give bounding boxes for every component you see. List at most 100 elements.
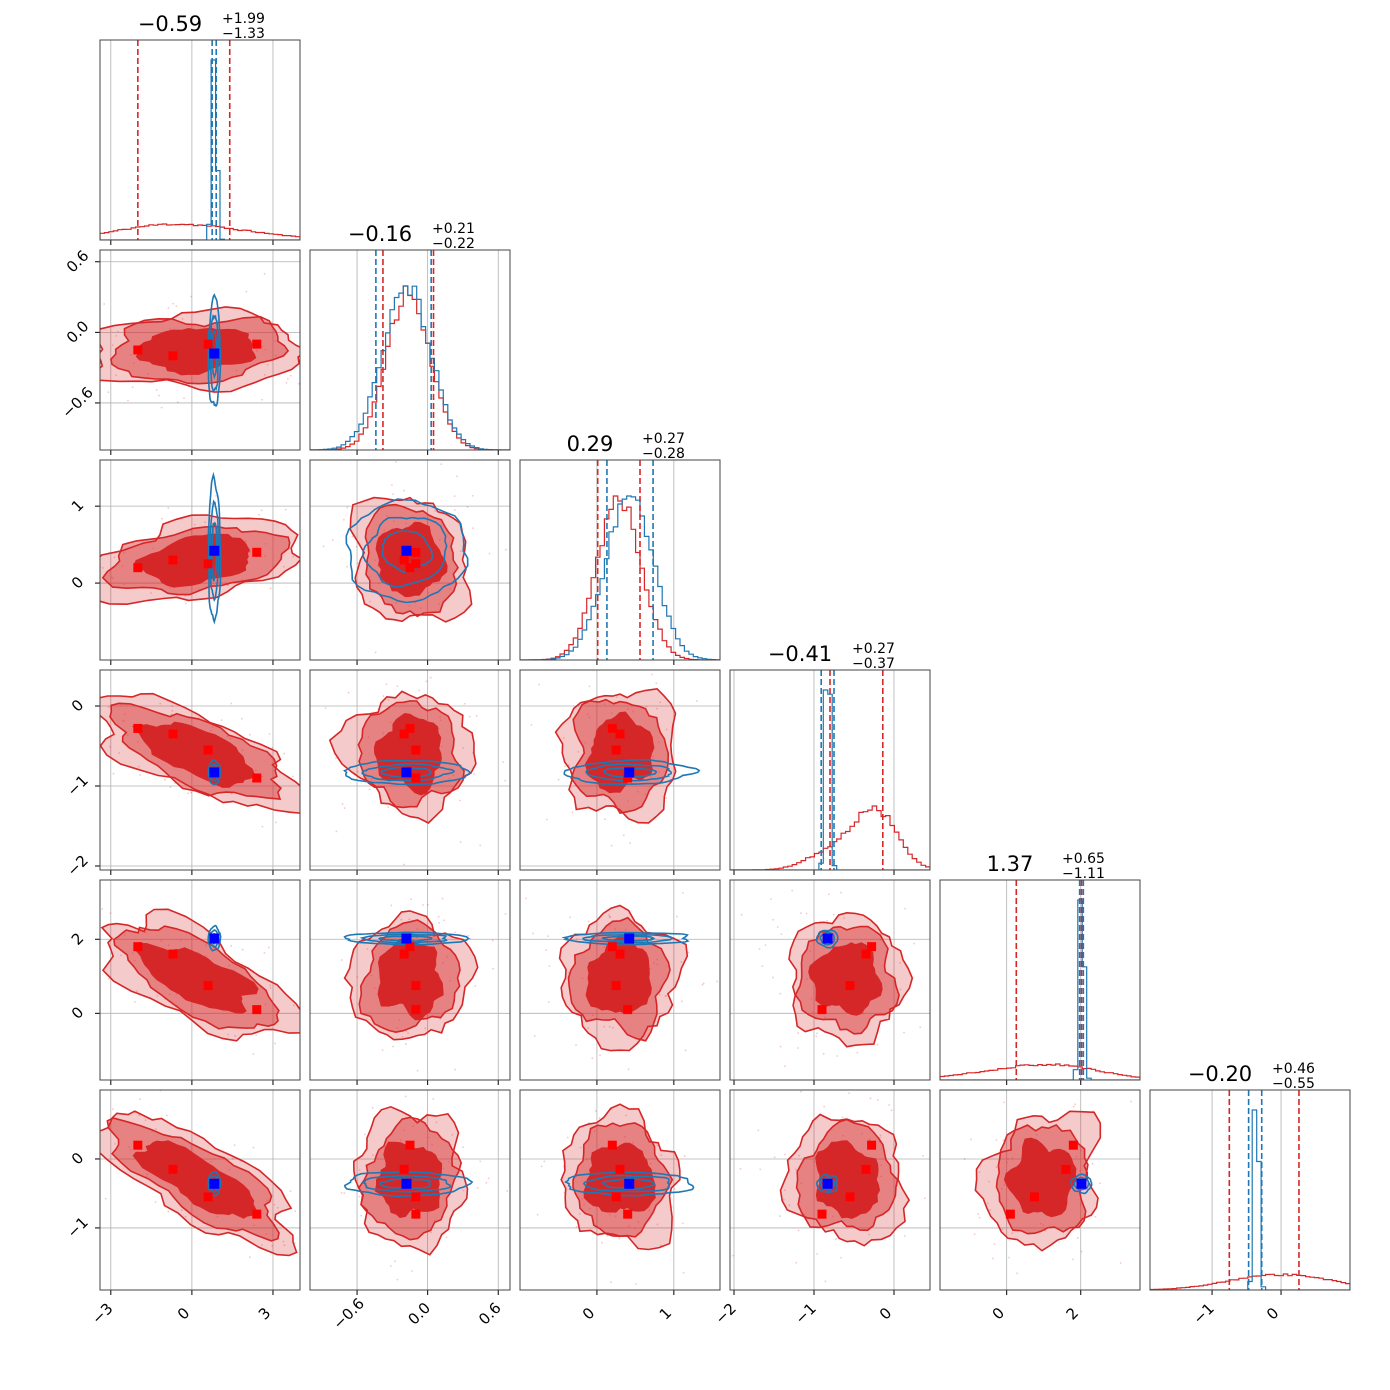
contour-primary [808, 942, 883, 1016]
sample-point-primary [499, 1194, 501, 1196]
truth-marker-primary [399, 1164, 409, 1174]
panel-content [100, 670, 300, 870]
truth-marker-primary [405, 942, 415, 952]
sample-point-primary [682, 1271, 685, 1274]
sample-point-primary [404, 1095, 407, 1098]
sample-point-primary [402, 489, 405, 492]
contour-secondary [563, 758, 701, 786]
sample-point-primary [973, 1233, 976, 1236]
sample-point-primary [1072, 1258, 1074, 1261]
sample-point-primary [547, 935, 549, 937]
panel-frame [99, 459, 301, 661]
sample-point-primary [629, 842, 632, 845]
sample-point-primary [759, 1168, 762, 1171]
sample-point-primary [466, 506, 469, 508]
sample-point-primary [462, 1189, 465, 1192]
sample-point-primary [1079, 1203, 1082, 1206]
panel-content [100, 250, 300, 450]
truth-marker-primary [861, 1164, 871, 1174]
sample-point-primary [424, 1027, 427, 1030]
sample-point-primary [401, 1035, 404, 1038]
sample-point-primary [880, 1175, 883, 1178]
sample-point-primary [610, 1281, 612, 1284]
sample-point-primary [126, 734, 129, 737]
sample-point-primary [364, 1133, 366, 1136]
sample-point-primary [289, 374, 292, 377]
sample-point-primary [608, 1213, 611, 1216]
sample-point-primary [1001, 1228, 1004, 1231]
truth-marker-primary [252, 1209, 262, 1219]
sample-point-primary [655, 682, 658, 685]
panel-title: −0.20 [1188, 1062, 1252, 1086]
sample-point-primary [701, 983, 704, 986]
sample-point-primary [603, 946, 606, 948]
sample-point-primary [197, 951, 200, 954]
sample-point-primary [681, 1222, 684, 1225]
sample-point-primary [381, 1049, 384, 1052]
sample-point-primary [282, 1240, 285, 1243]
sample-point-primary [255, 350, 258, 352]
sample-point-primary [579, 1146, 582, 1149]
histogram-secondary [940, 899, 1140, 1080]
title-minus: −0.55 [1272, 1076, 1315, 1092]
sample-point-primary [123, 719, 126, 722]
contour-secondary [819, 931, 836, 946]
sample-point-primary [453, 495, 456, 498]
sample-point-primary [978, 1216, 981, 1219]
sample-point-primary [373, 559, 376, 562]
sample-point-primary [798, 1154, 801, 1157]
sample-point-primary [63, 1081, 65, 1083]
panel-frame [519, 1089, 721, 1291]
sample-point-primary [134, 1081, 136, 1083]
panel-content [730, 880, 930, 1080]
x-tick-label: 3 [255, 1304, 274, 1323]
sample-point-primary [877, 1099, 879, 1102]
sample-point-primary [374, 651, 377, 654]
sample-point-primary [408, 918, 411, 921]
sample-point-primary [1007, 1158, 1009, 1160]
sample-point-primary [356, 770, 359, 773]
sample-point-primary [167, 944, 170, 947]
sample-point-primary [412, 1125, 414, 1128]
sample-point-primary [441, 745, 444, 748]
truth-marker-primary [405, 723, 415, 733]
sample-point-primary [137, 765, 140, 768]
sample-point-primary [229, 737, 232, 740]
sample-point-primary [487, 1177, 490, 1180]
panel-content [310, 1090, 510, 1290]
sample-point-primary [403, 1129, 405, 1132]
sample-point-primary [826, 919, 828, 922]
truth-marker-primary [607, 942, 617, 952]
sample-point-primary [52, 543, 54, 545]
sample-point-primary [91, 932, 93, 934]
sample-point-primary [367, 736, 370, 739]
sample-point-primary [172, 302, 174, 305]
sample-point-primary [181, 317, 184, 320]
sample-point-primary [152, 547, 155, 550]
sample-point-primary [657, 741, 660, 744]
sample-point-primary [799, 912, 802, 915]
truth-marker-primary [611, 981, 621, 991]
sample-point-primary [179, 939, 182, 942]
sample-point-primary [659, 1244, 662, 1247]
sample-point-primary [340, 959, 343, 961]
sample-point-primary [547, 1001, 550, 1004]
sample-point-primary [648, 1209, 651, 1212]
sample-point-primary [249, 1256, 251, 1259]
x-tick-label: 0 [579, 1304, 598, 1323]
contour-secondary [359, 933, 448, 944]
sample-point-primary [488, 552, 491, 555]
sample-point-primary [625, 1114, 628, 1117]
sample-point-primary [474, 984, 477, 987]
sample-point-primary [532, 932, 535, 935]
sample-point-primary [758, 948, 761, 950]
sample-point-primary [343, 1192, 346, 1195]
truth-marker-primary [133, 563, 143, 573]
sample-point-primary [740, 913, 743, 916]
sample-point-primary [160, 939, 163, 942]
sample-point-primary [161, 517, 163, 520]
sample-point-primary [627, 1068, 630, 1071]
truth-marker-primary [168, 555, 178, 565]
contour-secondary [207, 1170, 222, 1197]
sample-point-primary [398, 1018, 401, 1021]
